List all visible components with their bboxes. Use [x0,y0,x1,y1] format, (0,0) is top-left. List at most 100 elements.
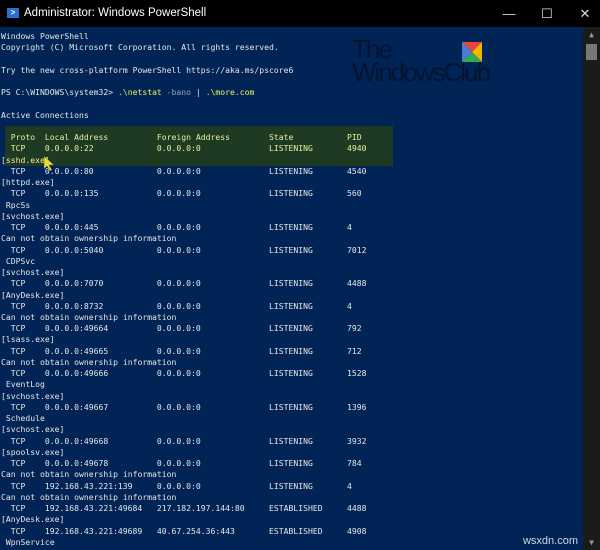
owner-info-line: WpnService [1,537,55,548]
cell-local: 0.0.0.0:49666 [44,368,109,379]
banner-text: Copyright (C) Microsoft Corporation. All… [1,42,279,53]
cell-pid: 3932 [346,435,367,446]
cell-pid: 784 [346,458,362,469]
banner-text: Try the new cross-platform PowerShell ht… [1,64,294,75]
cell-foreign: 0.0.0.0:0 [156,143,201,154]
owner-info-line: [svchost.exe] [1,211,64,222]
close-button[interactable]: ✕ [579,6,591,21]
console-output[interactable]: Windows PowerShell Copyright (C) Microsof… [0,27,582,550]
cell-local: 0.0.0.0:135 [44,188,99,199]
header-pid: PID [346,132,362,143]
cell-state: LISTENING [269,278,313,289]
owner-info-line: [svchost.exe] [1,424,64,435]
cell-pid: 4 [346,480,352,491]
cell-foreign: 0.0.0.0:0 [156,323,201,334]
banner-line: Windows PowerShell [1,31,89,42]
prompt-path: PS C:\WINDOWS\system32> [1,87,118,98]
cell-pid: 4940 [346,143,367,154]
cell-state: LISTENING [269,244,313,255]
prompt-line: PS C:\WINDOWS\system32> .\netstat -bano … [1,87,254,98]
owner-info-line: Can not obtain ownership information [1,492,176,503]
owner-info: Can not obtain ownership information [1,356,177,367]
owner-info-line: RpcSs [1,200,30,211]
cell-pid: 4 [346,222,352,233]
cell-foreign: 0.0.0.0:0 [156,435,201,446]
cell-proto: TCP [10,345,26,356]
owner-info-line: [lsass.exe] [1,334,55,345]
the-windows-club-logo: The WindowsClub [352,34,491,87]
cell-foreign: 0.0.0.0:0 [156,300,201,311]
cell-foreign: 40.67.254.36:443 [156,525,235,536]
cell-foreign: 0.0.0.0:0 [156,401,201,412]
cell-foreign: 0.0.0.0:0 [156,345,201,356]
scrollbar-thumb[interactable] [586,44,597,60]
cell-proto: TCP [10,278,26,289]
cell-local: 192.168.43.221:139 [44,480,133,491]
cell-local: 0.0.0.0:49665 [44,345,109,356]
minimize-button[interactable]: — [502,6,516,21]
cell-proto: TCP [10,368,26,379]
cell-local: 0.0.0.0:49668 [44,435,109,446]
windows-club-logo-icon [462,42,482,62]
header-foreign: Foreign Address [156,132,231,143]
cell-pid: 1396 [346,401,367,412]
cell-state: LISTENING [269,480,313,491]
owner-info: Can not obtain ownership information [1,469,177,480]
cell-local: 192.168.43.221:49689 [44,525,143,536]
cell-state: ESTABLISHED [269,525,323,536]
cell-local: 0.0.0.0:49667 [44,401,109,412]
owner-info-line: CDPSvc [1,256,35,267]
cell-proto: TCP [10,480,26,491]
owner-info: Can not obtain ownership information [1,233,177,244]
owner-info: [svchost.exe] [1,267,65,278]
owner-info: [httpd.exe] [1,177,55,188]
owner-info-line: [AnyDesk.exe] [1,514,64,525]
owner-info-line: EventLog [1,379,45,390]
cell-pid: 4488 [346,278,367,289]
owner-info: [svchost.exe] [1,390,65,401]
owner-info: [svchost.exe] [1,424,65,435]
vertical-scrollbar[interactable]: ▲ ▼ [583,27,600,550]
watermark: wsxdn.com [522,535,578,547]
owner-info: [sshd.exe] [1,154,50,165]
banner-line: Copyright (C) Microsoft Corporation. All… [1,42,279,53]
cell-pid: 1528 [346,368,367,379]
owner-info: [AnyDesk.exe] [1,514,65,525]
cell-proto: TCP [10,244,26,255]
cell-proto: TCP [10,525,26,536]
cell-pid: 4908 [346,525,367,536]
owner-info-line: Can not obtain ownership information [1,312,176,323]
cell-state: LISTENING [269,222,313,233]
owner-info-line: [AnyDesk.exe] [1,290,64,301]
owner-info: CDPSvc [1,255,36,266]
owner-info: Can not obtain ownership information [1,491,177,502]
maximize-button[interactable]: ☐ [541,6,553,21]
pipe-symbol: | [191,87,206,98]
cell-pid: 560 [346,188,362,199]
cell-local: 192.168.43.221:49684 [44,503,143,514]
cell-local: 0.0.0.0:7070 [44,278,104,289]
cell-proto: TCP [10,165,26,176]
cell-proto: TCP [10,435,26,446]
cell-foreign: 0.0.0.0:0 [156,480,201,491]
cell-pid: 7012 [346,244,367,255]
owner-info: [spoolsv.exe] [1,446,65,457]
cell-foreign: 0.0.0.0:0 [156,165,201,176]
cell-proto: TCP [10,401,26,412]
owner-info: WpnService [1,536,55,547]
owner-info-line: Can not obtain ownership information [1,469,176,480]
cell-state: ESTABLISHED [269,503,323,514]
window-title: Administrator: Windows PowerShell [24,7,207,19]
header-proto: Proto [10,132,36,143]
active-connections-title: Active Connections [1,109,89,120]
header-local: Local Address [44,132,109,143]
cell-state: LISTENING [269,401,313,412]
cell-pid: 712 [346,345,362,356]
cell-pid: 4540 [346,165,367,176]
scroll-down-arrow-icon[interactable]: ▼ [589,538,594,547]
cell-local: 0.0.0.0:8732 [44,300,104,311]
cell-local: 0.0.0.0:49678 [44,458,109,469]
scroll-up-arrow-icon[interactable]: ▲ [589,30,594,39]
cell-local: 0.0.0.0:49664 [44,323,109,334]
cell-state: LISTENING [269,345,313,356]
